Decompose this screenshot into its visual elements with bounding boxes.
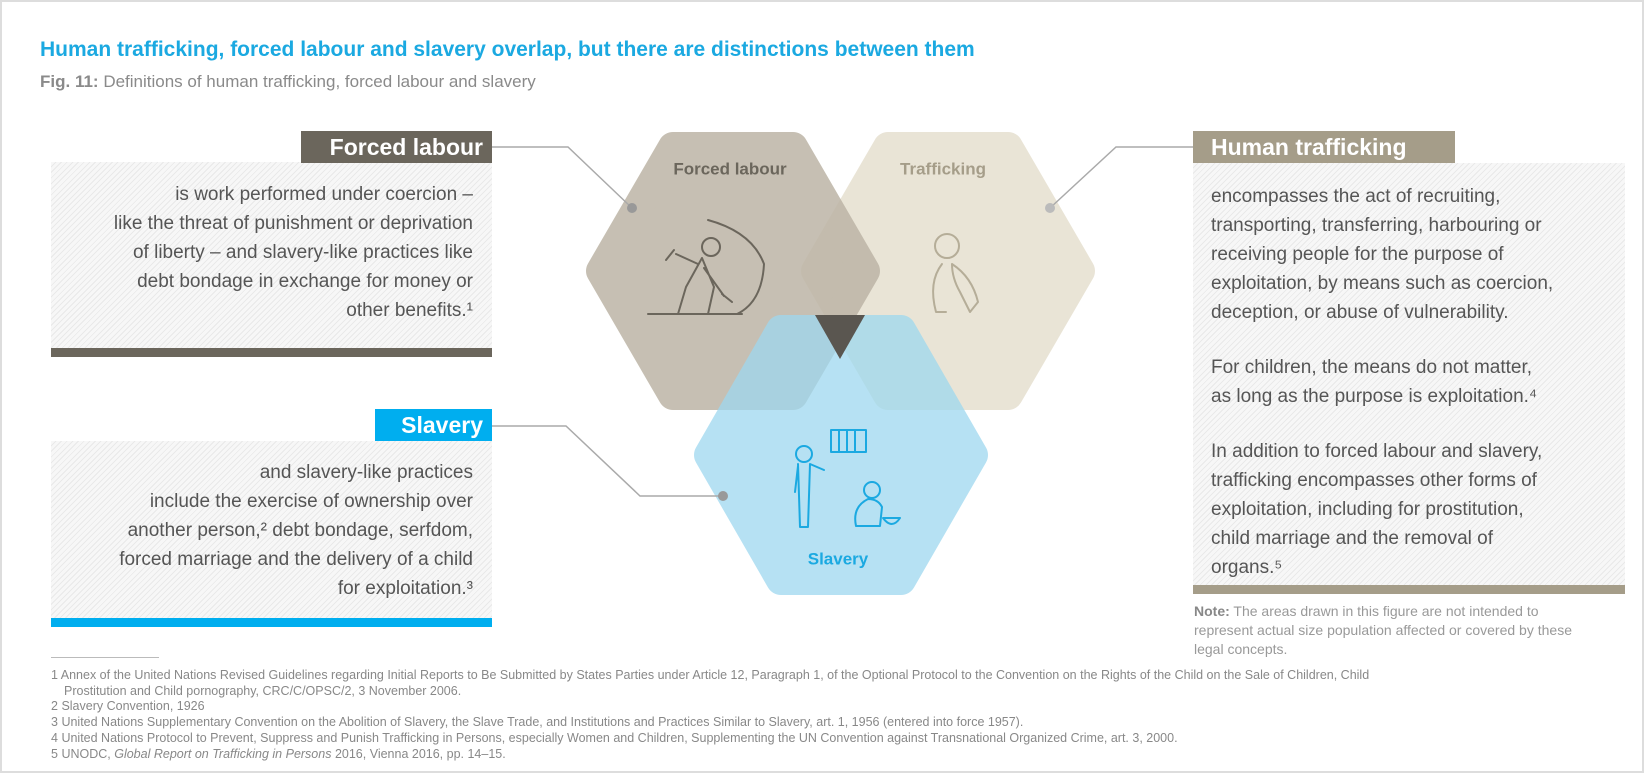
venn-label: Trafficking bbox=[900, 159, 986, 178]
connector-dot bbox=[718, 491, 728, 501]
connector-dot bbox=[1045, 203, 1055, 213]
hexagon-slavery bbox=[709, 330, 973, 580]
page: Human trafficking, forced labour and sla… bbox=[0, 0, 1644, 773]
connector-dot bbox=[627, 203, 637, 213]
venn-diagram: Forced labour Trafficking Slavery bbox=[2, 2, 1642, 771]
venn-label: Slavery bbox=[808, 549, 869, 568]
venn-label: Forced labour bbox=[673, 159, 787, 178]
